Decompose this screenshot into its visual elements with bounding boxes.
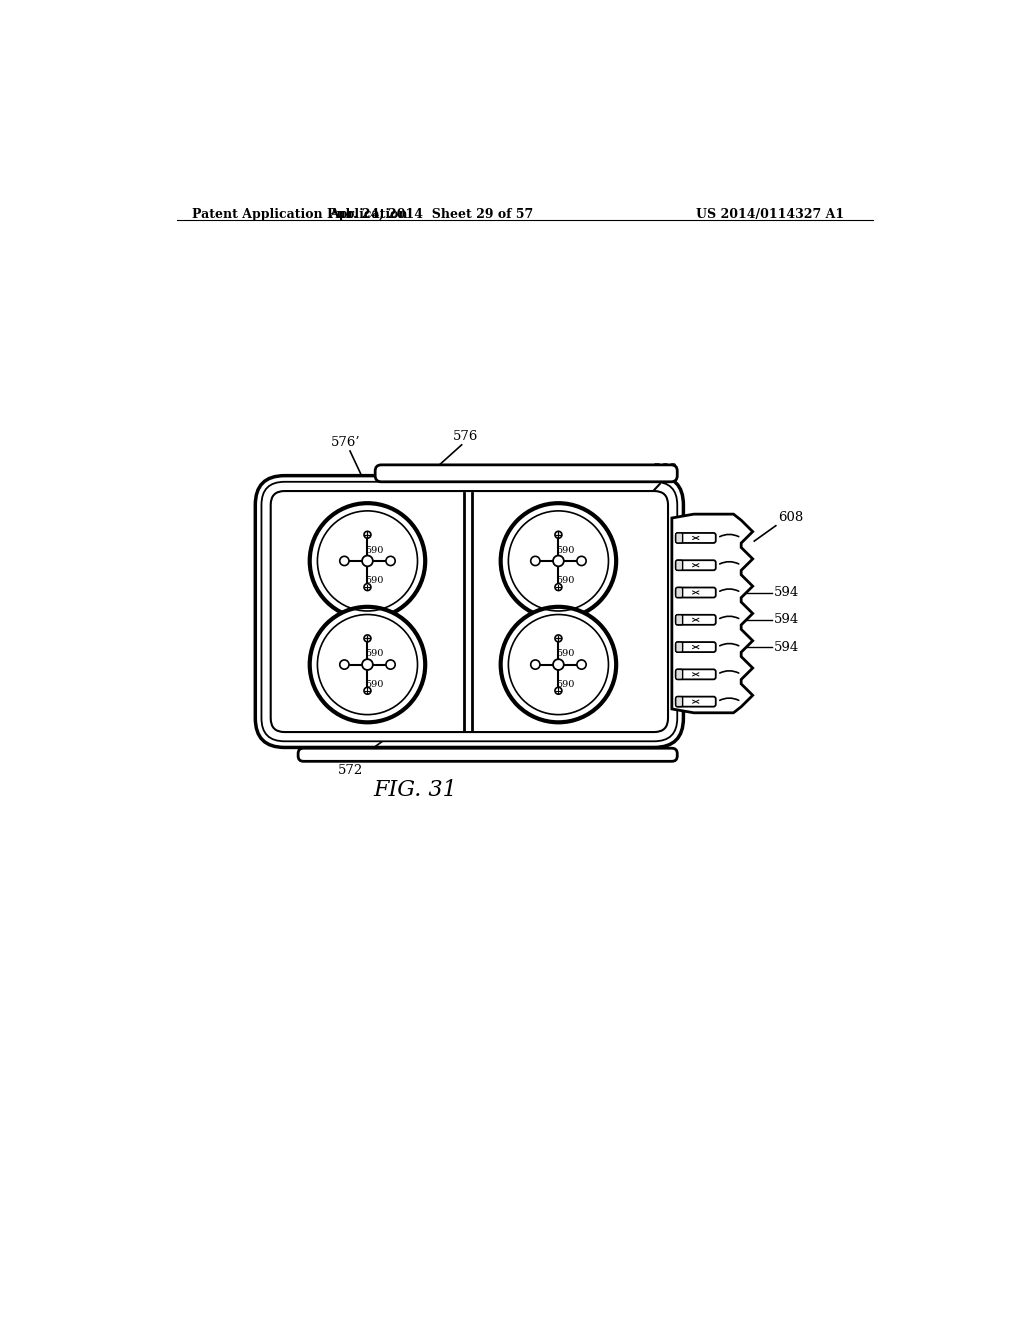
Text: 590: 590 [366,649,384,659]
Circle shape [309,607,425,722]
Text: 594: 594 [774,586,800,599]
Text: 576’: 576’ [332,437,361,449]
Text: 576: 576 [453,430,478,444]
FancyBboxPatch shape [375,465,677,482]
Text: US 2014/0114327 A1: US 2014/0114327 A1 [695,209,844,222]
Text: Apr. 24, 2014  Sheet 29 of 57: Apr. 24, 2014 Sheet 29 of 57 [329,209,532,222]
Circle shape [309,503,425,619]
Text: Patent Application Publication: Patent Application Publication [193,209,408,222]
Text: 590: 590 [556,680,574,689]
FancyBboxPatch shape [676,642,683,652]
Text: 590: 590 [366,680,384,689]
Text: 590: 590 [556,577,574,586]
Circle shape [386,660,395,669]
Circle shape [340,660,349,669]
Circle shape [362,659,373,671]
Circle shape [364,583,371,590]
FancyBboxPatch shape [676,615,683,624]
Circle shape [577,660,586,669]
Circle shape [362,556,373,566]
FancyBboxPatch shape [676,669,716,680]
Circle shape [364,688,371,694]
Text: 590: 590 [556,649,574,659]
FancyBboxPatch shape [676,697,683,706]
FancyBboxPatch shape [676,560,716,570]
Circle shape [386,556,395,565]
Circle shape [364,635,371,642]
FancyBboxPatch shape [676,697,716,706]
Text: 608: 608 [778,511,804,524]
Polygon shape [672,515,753,713]
FancyBboxPatch shape [676,615,716,624]
FancyBboxPatch shape [676,560,683,570]
Circle shape [555,531,562,539]
Text: 576: 576 [456,558,481,572]
Text: 594: 594 [774,614,800,626]
Circle shape [553,659,564,671]
Circle shape [530,660,540,669]
FancyBboxPatch shape [676,669,683,680]
Text: 590: 590 [366,545,384,554]
Circle shape [553,556,564,566]
Circle shape [530,556,540,565]
Text: 568: 568 [653,462,678,475]
FancyBboxPatch shape [676,587,716,598]
FancyBboxPatch shape [298,748,677,762]
Circle shape [364,531,371,539]
FancyBboxPatch shape [255,475,683,747]
FancyBboxPatch shape [676,642,716,652]
FancyBboxPatch shape [270,491,668,733]
Circle shape [501,607,616,722]
Text: 590: 590 [556,545,574,554]
Text: 594: 594 [774,640,800,653]
Circle shape [555,635,562,642]
FancyBboxPatch shape [676,587,683,598]
Circle shape [340,556,349,565]
Circle shape [555,688,562,694]
FancyBboxPatch shape [261,482,677,742]
Text: FIG. 31: FIG. 31 [374,779,458,801]
Circle shape [501,503,616,619]
Text: 576’: 576’ [284,557,313,570]
Circle shape [577,556,586,565]
FancyBboxPatch shape [676,533,716,543]
Text: 590: 590 [366,577,384,586]
FancyBboxPatch shape [676,533,683,543]
Text: 572: 572 [337,763,362,776]
Circle shape [555,583,562,590]
